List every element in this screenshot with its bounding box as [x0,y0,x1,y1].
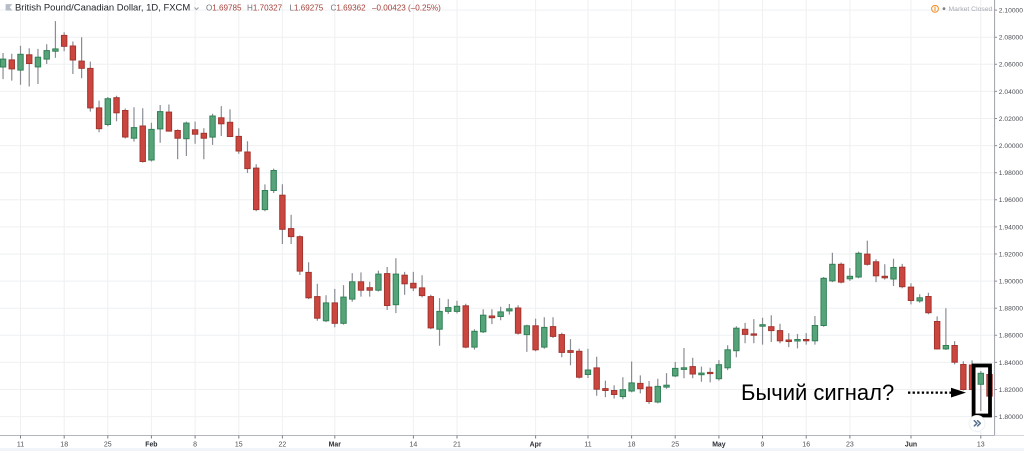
svg-text:–0.00423 (–0.25%): –0.00423 (–0.25%) [372,4,441,13]
svg-text:21: 21 [453,441,461,448]
svg-text:Feb: Feb [145,441,157,448]
svg-text:Market Closed: Market Closed [949,6,993,13]
svg-text:1.94000: 1.94000 [999,224,1023,231]
svg-text:1.88000: 1.88000 [999,306,1023,313]
svg-text:H1.70327: H1.70327 [247,4,283,13]
svg-text:1.80000: 1.80000 [999,414,1023,421]
svg-text:15: 15 [235,441,243,448]
svg-text:1.90000: 1.90000 [999,279,1023,286]
svg-text:May: May [712,441,726,448]
svg-text:8: 8 [193,441,197,448]
svg-text:O1.69785: O1.69785 [206,4,242,13]
svg-text:2.06000: 2.06000 [999,62,1023,69]
svg-text:2.10000: 2.10000 [999,8,1023,15]
svg-text:1.92000: 1.92000 [999,251,1023,258]
svg-text:British Pound/Canadian Dollar,: British Pound/Canadian Dollar, 1D, FXCM [15,3,190,14]
svg-text:1.98000: 1.98000 [999,170,1023,177]
svg-text:18: 18 [60,441,68,448]
svg-text:Jun: Jun [905,441,917,448]
svg-text:11: 11 [17,441,24,448]
svg-text:1.86000: 1.86000 [999,333,1023,340]
svg-text:9: 9 [761,441,765,448]
svg-text:Mar: Mar [329,441,342,448]
svg-text:18: 18 [628,441,636,448]
svg-text:23: 23 [846,441,854,448]
svg-text:2.04000: 2.04000 [999,89,1023,96]
svg-text:Бычий сигнал?: Бычий сигнал? [741,380,894,405]
svg-text:Apr: Apr [530,441,542,448]
svg-text:2.00000: 2.00000 [999,143,1023,150]
svg-text:1.84000: 1.84000 [999,360,1023,367]
svg-text:22: 22 [279,441,287,448]
svg-text:2.02000: 2.02000 [999,116,1023,123]
svg-text:25: 25 [671,441,679,448]
svg-text:L1.69275: L1.69275 [290,4,324,13]
svg-text:11: 11 [584,441,591,448]
svg-text:2.08000: 2.08000 [999,35,1023,42]
svg-text:1.82000: 1.82000 [999,387,1023,394]
svg-text:1.96000: 1.96000 [999,197,1023,204]
svg-text:25: 25 [104,441,112,448]
svg-text:14: 14 [410,441,418,448]
svg-text:C1.69362: C1.69362 [331,4,367,13]
svg-text:13: 13 [977,441,985,448]
svg-text:16: 16 [802,441,810,448]
